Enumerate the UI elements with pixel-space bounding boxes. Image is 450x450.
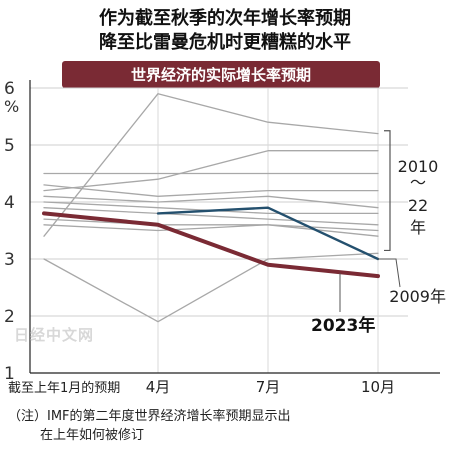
bracket-label-line-1: 2010 (398, 157, 439, 176)
bracket-label-line-2: 〜 (410, 173, 426, 192)
chart-subtitle: 世界经济的实际增长率预期 (131, 66, 311, 84)
y-tick-label-5: 5 (4, 136, 15, 156)
x-tick-label-2: 7月 (256, 378, 281, 396)
subtitle-banner (62, 61, 380, 88)
x-tick-label-0: 截至上年1月的预期 (8, 380, 120, 396)
chart-title-line-2: 降至比雷曼危机时更糟糕的水平 (99, 31, 351, 53)
series-line-3 (43, 252, 379, 323)
chart-title-line-1: 作为截至秋季的次年增长率预期 (99, 7, 351, 29)
y-axis-unit: % (4, 97, 19, 116)
series-line-7 (43, 195, 379, 209)
series-line-0 (42, 211, 380, 279)
bracket-label-line-3: 22 (408, 196, 428, 215)
series-line-10 (43, 218, 379, 232)
bracket-2010-22 (384, 130, 391, 252)
y-tick-label-2: 2 (4, 307, 15, 327)
watermark: 日经中文网 (14, 326, 94, 344)
series-line-4 (43, 150, 379, 192)
y-tick-label-3: 3 (4, 250, 15, 270)
y-tick-label-1: 1 (4, 364, 15, 384)
bracket-label-line-4: 年 (410, 218, 426, 237)
series-line-9 (43, 207, 379, 226)
series-line-6 (43, 184, 379, 197)
footnote-line-1: （注）IMF的第二年度世界经济增长率预期显示出 (8, 408, 291, 424)
y-tick-label-4: 4 (4, 193, 15, 213)
series-line-11 (43, 224, 379, 237)
series-line-2 (43, 93, 379, 237)
leader-line-2009 (378, 258, 401, 288)
x-tick-label-3: 10月 (361, 378, 395, 396)
series-label-2023: 2023年 (311, 315, 375, 336)
footnote-line-2: 在上年如何被修订 (40, 427, 144, 443)
x-tick-label-1: 4月 (146, 378, 171, 396)
series-line-1 (156, 206, 380, 261)
y-tick-label-6: 6 (4, 79, 15, 99)
series-label-2009: 2009年 (389, 287, 446, 306)
